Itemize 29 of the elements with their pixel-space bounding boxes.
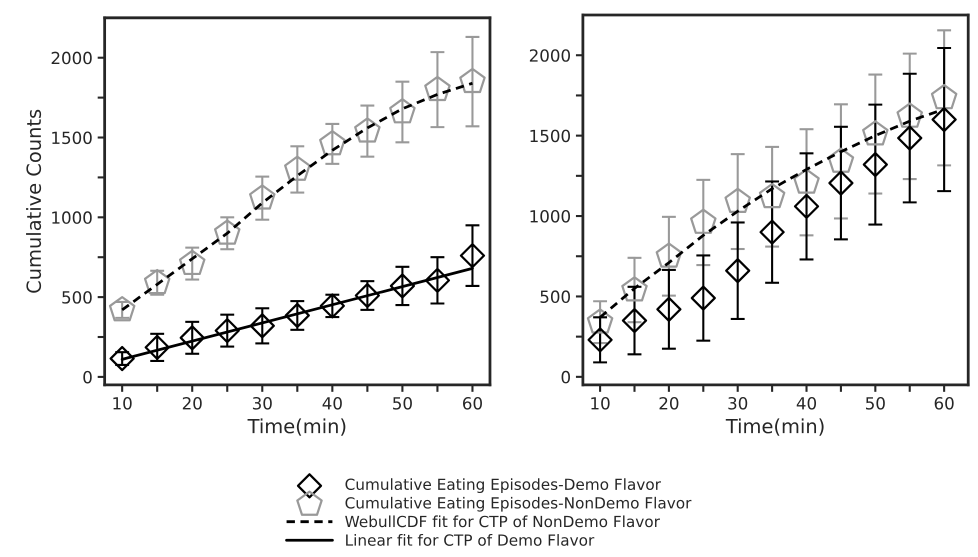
x-tick-label: 50	[866, 396, 885, 410]
legend-label: WebullCDF fit for CTP of NonDemo Flavor	[345, 515, 660, 528]
y-tick-label: 1000	[530, 210, 570, 223]
y-tick-label: 0	[83, 370, 92, 384]
y-tick-label: 1500	[530, 130, 570, 142]
x-tick-label: 50	[393, 396, 412, 410]
y-tick-label: 1500	[52, 131, 92, 144]
y-tick-label: 500	[540, 290, 570, 304]
x-tick-label: 40	[322, 396, 342, 410]
y-tick-label: 2000	[530, 49, 570, 62]
x-tick-label: 60	[934, 396, 954, 410]
y-tick-label: 1000	[52, 211, 92, 224]
legend-label: Linear fit for CTP of Demo Flavor	[346, 534, 594, 546]
x-tick-label: 10	[591, 396, 610, 410]
x-tick-label: 20	[660, 396, 678, 410]
y-tick-label: 2000	[52, 52, 92, 64]
x-tick-label: 40	[796, 396, 816, 410]
x-tick-label: 30	[252, 396, 272, 410]
x-axis-title: Time(min)	[726, 418, 824, 436]
x-tick-label: 30	[728, 396, 748, 410]
x-tick-label: 10	[113, 396, 132, 410]
y-tick-label: 0	[562, 370, 570, 384]
x-tick-label: 60	[463, 396, 482, 410]
y-axis-title: Cumulative Counts	[26, 110, 42, 293]
legend-label: Cumulative Eating Episodes-Demo Flavor	[345, 478, 661, 494]
y-tick-label: 500	[62, 291, 92, 304]
x-axis-title: Time(min)	[248, 418, 346, 436]
legend-label: Cumulative Eating Episodes-NonDemo Flavor	[345, 496, 692, 512]
x-tick-label: 20	[182, 396, 202, 410]
